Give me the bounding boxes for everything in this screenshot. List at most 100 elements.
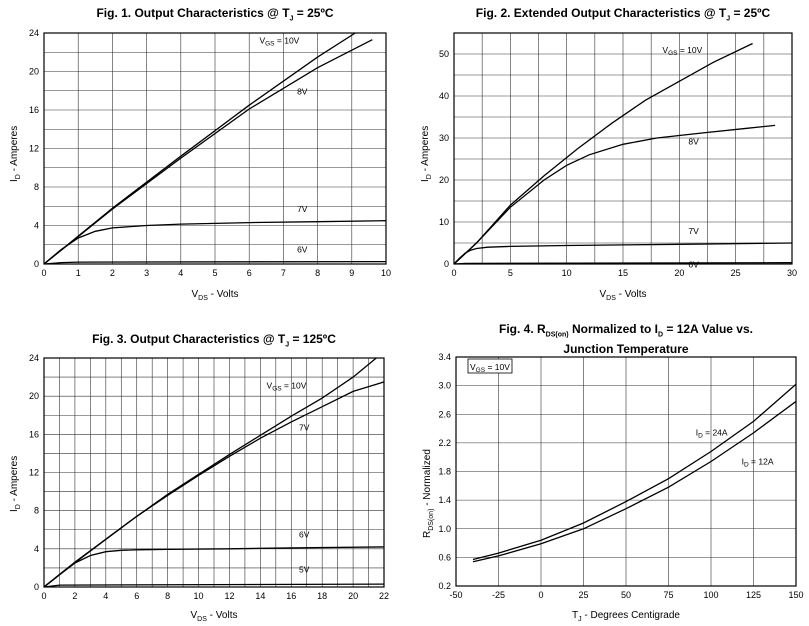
x-tick-label: 7 (281, 268, 286, 278)
plot-frame (43, 32, 387, 265)
plot-frame (43, 357, 385, 588)
y-tick-label: 3.4 (438, 352, 451, 362)
y-tick-label: 0.2 (438, 581, 451, 591)
x-tick-label: 6 (247, 268, 252, 278)
x-tick-label: 10 (194, 591, 204, 601)
y-tick-label: 4 (34, 221, 39, 231)
plot-frame (453, 32, 793, 265)
x-tick-label: -25 (492, 590, 505, 600)
x-tick-label: 0 (41, 591, 46, 601)
curve-label: ID = 24A (696, 428, 728, 440)
x-tick-label: 4 (178, 268, 183, 278)
x-tick-label: 50 (621, 590, 631, 600)
x-tick-label: 5 (508, 268, 513, 278)
y-tick-label: 50 (439, 49, 449, 59)
y-tick-label: 0.6 (438, 552, 451, 562)
y-tick-label: 24 (29, 353, 39, 363)
curve-label: 7V (299, 423, 310, 433)
figure-1-title: Fig. 1. Output Characteristics @ TJ = 25… (96, 6, 334, 23)
figure-2: Fig. 2. Extended Output Characteristics … (400, 0, 809, 310)
x-tick-label: 6 (134, 591, 139, 601)
curve-label: VGS = 10V (662, 45, 702, 57)
x-tick-label: 150 (788, 590, 803, 600)
curve-label: VGS = 10V (267, 381, 307, 393)
x-tick-label: 0 (538, 590, 543, 600)
series-line-5v (44, 583, 384, 587)
figure-3-y-axis-label: ID - Amperes (9, 455, 22, 512)
figure-4-y-axis-label: RDS(on) - Normalized (422, 449, 435, 538)
x-tick-label: 1 (76, 268, 81, 278)
vgs-legend-box (467, 358, 513, 374)
x-tick-label: 20 (674, 268, 684, 278)
x-tick-label: 75 (663, 590, 673, 600)
figure-4: Fig. 4. RDS(on) Normalized to ID = 12A V… (400, 320, 809, 626)
curve-label: 7V (297, 204, 308, 214)
x-tick-label: 16 (286, 591, 296, 601)
x-tick-label: 3 (144, 268, 149, 278)
x-tick-label: 22 (379, 591, 389, 601)
curve-label: 8V (297, 87, 308, 97)
y-tick-label: 16 (29, 105, 39, 115)
y-tick-label: 0 (444, 259, 449, 269)
y-tick-label: 2.6 (438, 409, 451, 419)
y-tick-label: 0 (34, 582, 39, 592)
x-tick-label: 18 (317, 591, 327, 601)
y-tick-label: 24 (29, 28, 39, 38)
x-tick-label: 8 (315, 268, 320, 278)
series-line-6v (44, 260, 386, 264)
y-tick-label: 12 (29, 144, 39, 154)
series-line-id-12a (472, 400, 796, 563)
x-tick-label: 100 (703, 590, 718, 600)
x-tick-label: 14 (255, 591, 265, 601)
curve-label: 6V (688, 259, 699, 269)
x-tick-label: 5 (212, 268, 217, 278)
x-tick-label: 0 (41, 268, 46, 278)
x-tick-label: 9 (349, 268, 354, 278)
y-tick-label: 30 (439, 133, 449, 143)
y-tick-label: 20 (29, 391, 39, 401)
y-tick-label: 1.8 (438, 467, 451, 477)
x-tick-label: 20 (348, 591, 358, 601)
figure-4-title: Fig. 4. RDS(on) Normalized to ID = 12A V… (499, 322, 753, 357)
x-tick-label: 12 (224, 591, 234, 601)
x-tick-label: 2 (72, 591, 77, 601)
x-tick-label: 4 (103, 591, 108, 601)
figure-2-x-axis-label: VDS - Volts (599, 289, 647, 302)
x-tick-label: 25 (731, 268, 741, 278)
y-tick-label: 1.4 (438, 495, 451, 505)
y-tick-label: 12 (29, 468, 39, 478)
x-tick-label: 0 (451, 268, 456, 278)
x-tick-label: 8 (165, 591, 170, 601)
y-tick-label: 20 (29, 67, 39, 77)
series-line-6v (454, 262, 792, 264)
x-tick-label: 25 (578, 590, 588, 600)
figure-3-title: Fig. 3. Output Characteristics @ TJ = 12… (92, 332, 336, 349)
vgs-legend-label: VGS = 10V (470, 362, 510, 374)
series-line-7v (44, 220, 386, 264)
y-tick-label: 20 (439, 175, 449, 185)
series-line-vgs-10v (454, 42, 753, 264)
series-line-7v (454, 242, 792, 264)
figure-3-x-axis-label: VDS - Volts (190, 610, 238, 623)
plot-frame (455, 356, 797, 587)
x-tick-label: 10 (381, 268, 391, 278)
figure-3: Fig. 3. Output Characteristics @ TJ = 12… (0, 320, 400, 626)
figure-2-plot: 0 5 10 15 20 25 30 0 10 20 30 40 50 VGS = 10V 8V 7V 6V (439, 32, 797, 278)
x-tick-label: 10 (562, 268, 572, 278)
figure-2-y-axis-label: ID - Amperes (420, 125, 433, 182)
series-line-7v (44, 381, 384, 587)
x-tick-label: 30 (787, 268, 797, 278)
y-tick-label: 2.2 (438, 438, 451, 448)
figure-4-plot: -50 -25 0 25 50 75 100 125 150 0.2 0.6 1.0 1.4 1.8 2.2… (438, 352, 803, 600)
series-line-6v (44, 546, 384, 587)
curve-label: VGS = 10V (259, 36, 299, 48)
figure-1-y-axis-label: ID - Amperes (9, 125, 22, 182)
curve-label: ID = 12A (742, 456, 774, 468)
figure-1: Fig. 1. Output Characteristics @ TJ = 25… (0, 0, 400, 310)
y-tick-label: 8 (34, 182, 39, 192)
figure-4-x-axis-label: TJ - Degrees Centigrade (572, 610, 680, 623)
curve-label: 6V (299, 529, 310, 539)
y-tick-label: 40 (439, 91, 449, 101)
